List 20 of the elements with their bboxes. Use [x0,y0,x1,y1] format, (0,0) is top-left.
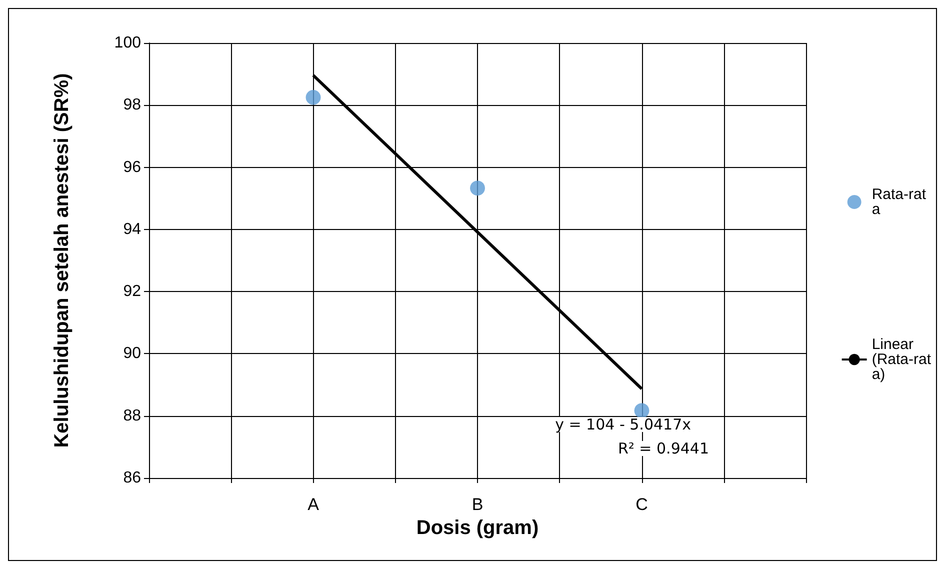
y-tick-label: 92 [123,283,142,300]
y-tick-label: 96 [123,158,142,176]
x-tick-label: A [308,495,320,514]
x-tick-label: B [472,495,484,514]
point [470,180,485,196]
point [306,90,321,105]
y-tick-label: 94 [123,220,142,238]
y-tick-label: 100 [114,34,142,52]
x-tick-label: C [636,495,648,514]
y-tick-label: 86 [123,470,142,486]
y-tick-label: 90 [123,345,142,362]
y-axis-title: Kelulushidupan setelah anestesi (SR%) [51,73,73,448]
annotation: y = 104 - 5.0417x [555,416,692,434]
legend-label: Linear (Rata-rata) [872,336,932,383]
y-tick-label: 98 [123,96,142,114]
y-tick-label: 88 [123,407,142,424]
annotation: R² = 0.9441 [618,440,710,458]
x-axis-title: Dosis (gram) [416,517,539,539]
point [634,403,650,418]
legend-label: Rata-rata [872,186,927,218]
